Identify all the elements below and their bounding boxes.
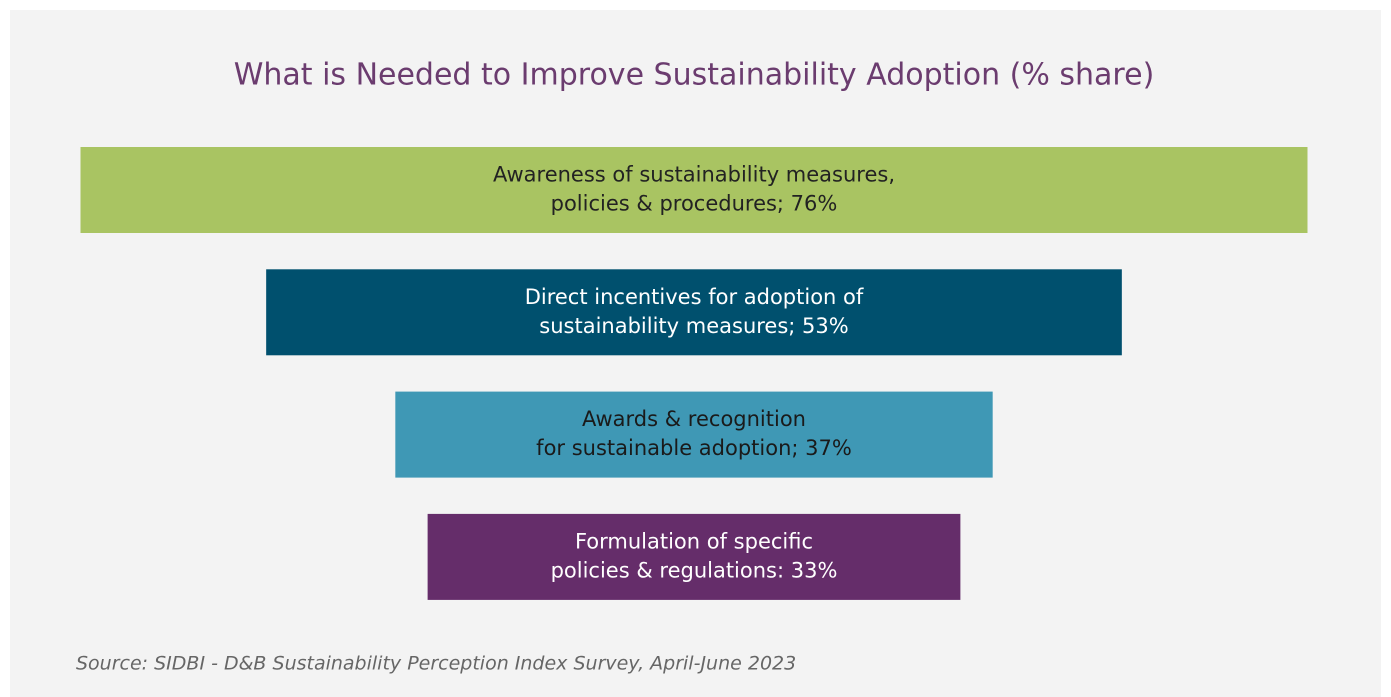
chart-title: What is Needed to Improve Sustainability… — [234, 58, 1155, 93]
funnel-bar — [80, 147, 1308, 233]
bar-label: Awards & recognition — [582, 407, 806, 431]
bar-label: policies & regulations: 33% — [551, 558, 838, 582]
funnel-bar — [266, 269, 1122, 356]
bar-label: policies & procedures; 76% — [551, 192, 838, 216]
bar-label: for sustainable adoption; 37% — [536, 436, 852, 460]
bar-label: sustainability measures; 53% — [539, 314, 848, 338]
bar-label: Formulation of specific — [575, 529, 813, 553]
bar-label: Awareness of sustainability measures, — [493, 163, 895, 187]
funnel-bar — [395, 391, 993, 478]
funnel-bar — [427, 513, 961, 600]
source-note: Source: SIDBI - D&B Sustainability Perce… — [76, 653, 796, 675]
bar-label: Direct incentives for adoption of — [525, 285, 864, 309]
